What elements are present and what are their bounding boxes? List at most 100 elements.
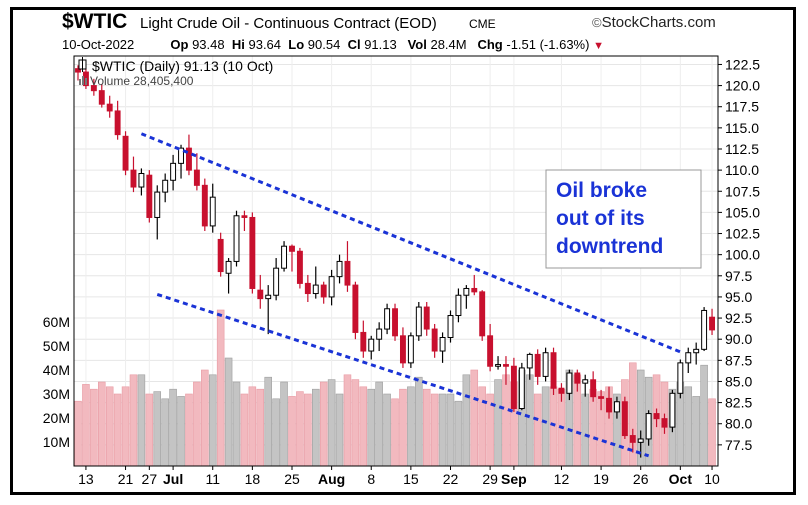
y-tick-label: 102.5 — [725, 226, 760, 242]
volume-label: Vol — [407, 37, 427, 52]
candle-body — [265, 294, 272, 300]
y-tick-label: 117.5 — [725, 99, 759, 115]
x-tick-label: 29 — [482, 471, 498, 487]
candle-body — [344, 260, 351, 286]
candle — [415, 302, 422, 341]
x-tick-label: Jul — [163, 471, 183, 487]
x-tick-label: 22 — [443, 471, 459, 487]
candle — [606, 386, 612, 419]
candle-body — [661, 418, 668, 428]
open-value: 93.48 — [192, 37, 225, 52]
candle — [471, 274, 478, 296]
candle-body — [217, 238, 224, 273]
candle-body — [392, 308, 398, 337]
candle — [598, 389, 605, 411]
candle — [257, 274, 264, 309]
candle-body — [90, 85, 97, 92]
candle — [685, 347, 692, 374]
volume-bar — [240, 393, 249, 467]
x-tick-label: 15 — [403, 471, 419, 487]
candle-body — [621, 401, 628, 437]
low-value: 90.54 — [307, 37, 341, 52]
x-tick-label: 26 — [633, 471, 649, 487]
candle-body — [582, 379, 589, 384]
candle-body — [677, 362, 684, 394]
candle-body — [415, 306, 422, 337]
candle-body — [162, 179, 169, 193]
candle — [154, 185, 161, 240]
x-tick-label: Sep — [501, 471, 527, 487]
volume-tick-label: 40M — [43, 362, 70, 378]
candle-body — [558, 387, 565, 394]
candle — [463, 285, 470, 309]
price-legend-label: $WTIC (Daily) 91.13 (10 Oct) — [92, 58, 273, 74]
candle-body — [431, 328, 438, 352]
volume-legend-label: Volume 28,405,400 — [90, 74, 194, 88]
y-tick-label: 107.5 — [725, 183, 760, 199]
quote-line: 10-Oct-2022 Op 93.48 Hi 93.64 Lo 90.54 C… — [62, 37, 604, 52]
brand-logo[interactable]: ©StockCharts.com — [592, 14, 716, 31]
volume-bar — [145, 393, 154, 467]
candle — [487, 323, 494, 372]
brand-name: StockCharts.com — [601, 14, 716, 31]
plot-border — [73, 55, 719, 467]
volume-bar — [319, 381, 328, 467]
volume-bar — [82, 384, 90, 467]
candle-body — [439, 337, 446, 352]
volume-bar — [494, 379, 502, 467]
volume-legend-icon — [79, 76, 87, 85]
x-tick-label: 18 — [245, 471, 261, 487]
close-label: Cl — [347, 37, 361, 52]
volume-bar — [422, 388, 431, 467]
down-arrow-icon: ▼ — [593, 40, 604, 52]
candle-body — [376, 328, 383, 340]
volume-bar — [399, 388, 407, 467]
volume-bar — [74, 400, 82, 467]
y-tick-label: 80.0 — [725, 416, 752, 432]
volume-bar — [692, 396, 700, 467]
candle-body — [233, 215, 240, 262]
y-tick-label: 122.5 — [725, 56, 760, 72]
candle-body — [352, 284, 359, 333]
volume-bar — [359, 386, 368, 467]
candle — [613, 396, 620, 419]
volume-bar — [169, 388, 177, 467]
candle-body — [606, 397, 612, 413]
volume-value: 28.4M — [430, 37, 467, 52]
volume-bar — [129, 374, 138, 467]
candle-body — [534, 353, 541, 377]
candle — [645, 410, 652, 446]
candle-body — [685, 352, 692, 364]
candle — [146, 170, 153, 223]
candle-body — [360, 331, 367, 352]
candle-body — [518, 367, 525, 410]
candle-body — [566, 372, 573, 394]
candle — [693, 342, 700, 365]
x-tick-label: Aug — [318, 471, 345, 487]
candle — [106, 95, 113, 118]
candle-body — [289, 245, 295, 252]
y-tick-label: 112.5 — [725, 141, 759, 157]
candle-body — [201, 184, 208, 227]
y-tick-label: 120.0 — [725, 78, 760, 94]
candle — [677, 359, 684, 399]
candle-body — [510, 365, 517, 410]
volume-bar — [502, 374, 510, 467]
y-tick-label: 87.5 — [725, 352, 752, 368]
exchange-label: CME — [469, 17, 496, 31]
annotation-line-3: downtrend — [556, 235, 663, 258]
candle-body — [193, 169, 200, 186]
volume-bar — [121, 386, 130, 467]
volume-bar — [201, 369, 209, 467]
candle-body — [613, 401, 620, 413]
candle — [423, 302, 430, 336]
volume-bar — [581, 393, 589, 467]
candle-body — [130, 169, 137, 188]
volume-tick-label: 60M — [43, 314, 70, 330]
candle — [503, 356, 509, 385]
candle-body — [98, 90, 105, 105]
volume-bar — [684, 386, 693, 467]
candle-body — [138, 173, 145, 188]
candle — [392, 303, 398, 341]
y-tick-label: 95.0 — [725, 289, 752, 305]
